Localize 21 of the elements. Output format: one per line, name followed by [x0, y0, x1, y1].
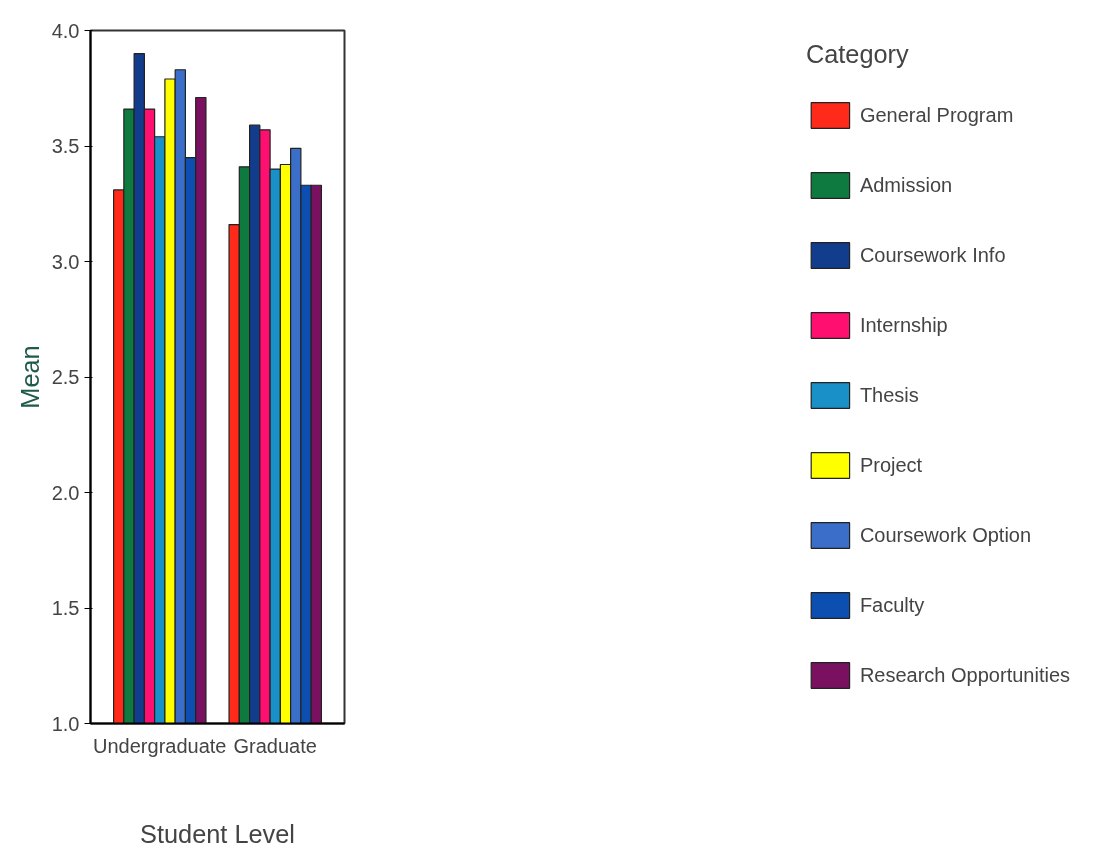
y-tick-label: 2.5 — [51, 366, 80, 388]
legend-label: Project — [859, 453, 923, 477]
legend-label: Faculty — [859, 593, 925, 617]
y-tick-label: 1.0 — [51, 712, 80, 735]
x-tick-label: Graduate — [233, 734, 317, 757]
legend-label: Thesis — [859, 383, 919, 407]
legend-label: Research Opportunities — [859, 663, 1070, 687]
x-tick-label: Undergraduate — [93, 734, 227, 757]
legend-label: Coursework Info — [859, 243, 1006, 267]
legend-label: Admission — [859, 173, 953, 197]
x-axis-title: Student Level — [140, 819, 295, 848]
legend-title: Category — [805, 40, 910, 69]
y-tick-label: 3.5 — [51, 135, 80, 157]
y-tick-label: 4.0 — [51, 19, 80, 42]
legend-label: Coursework Option — [859, 523, 1032, 547]
y-tick-label: 1.5 — [51, 597, 80, 619]
y-axis-title: Mean — [15, 345, 44, 409]
y-tick-label: 3.0 — [51, 250, 80, 273]
legend-label: General Program — [859, 103, 1014, 127]
y-tick-label: 2.0 — [51, 481, 80, 504]
legend-label: Internship — [859, 313, 948, 337]
